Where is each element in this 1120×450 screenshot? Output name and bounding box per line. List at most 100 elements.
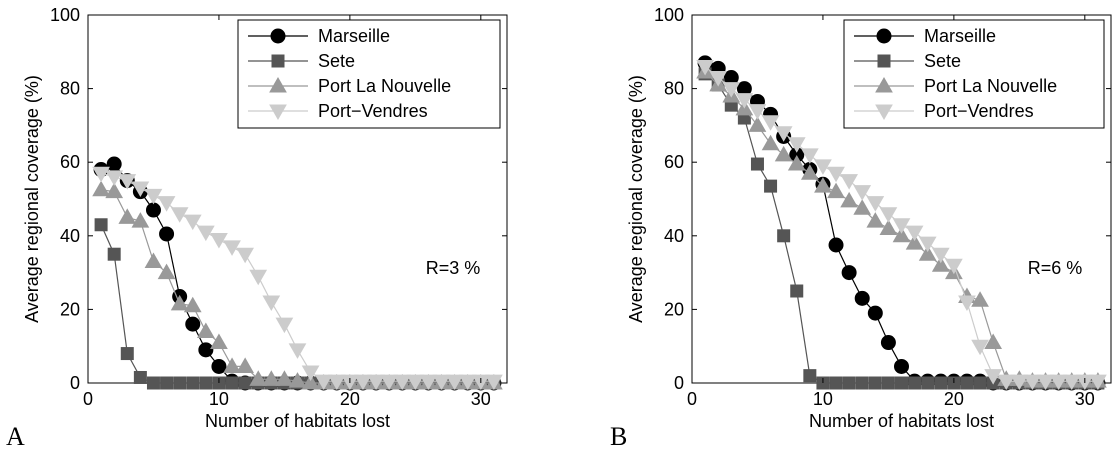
legend-marker xyxy=(875,104,893,121)
data-point xyxy=(105,170,124,186)
data-point xyxy=(840,191,858,208)
legend-marker xyxy=(270,28,286,44)
x-axis-title: Number of habitats lost xyxy=(809,411,994,431)
data-point xyxy=(931,247,950,264)
data-point xyxy=(186,376,200,390)
data-point xyxy=(210,232,228,249)
data-point xyxy=(774,126,793,142)
data-point xyxy=(196,225,215,242)
data-point xyxy=(709,71,728,87)
data-point xyxy=(867,305,883,321)
data-point xyxy=(853,199,872,215)
data-point xyxy=(842,376,856,390)
data-point xyxy=(145,202,161,218)
legend-label: Port La Nouvelle xyxy=(924,76,1057,96)
data-point xyxy=(787,155,806,171)
data-point xyxy=(921,376,935,390)
legend-label: Port−Vendres xyxy=(318,101,428,121)
y-axis-title: Average regional coverage (%) xyxy=(22,75,42,323)
data-point xyxy=(761,115,780,131)
data-point xyxy=(183,296,202,313)
data-point xyxy=(722,82,741,98)
data-point xyxy=(880,335,896,351)
data-point xyxy=(800,148,819,164)
data-point xyxy=(249,269,268,286)
data-point xyxy=(223,240,241,256)
series-port-vendres xyxy=(696,60,1107,391)
data-point xyxy=(118,174,137,190)
data-point xyxy=(262,295,281,312)
data-point xyxy=(787,137,806,153)
data-point xyxy=(918,245,937,261)
data-point xyxy=(238,376,252,390)
data-point xyxy=(827,182,845,199)
x-tick-label: 30 xyxy=(1075,389,1095,409)
data-point xyxy=(183,214,202,231)
data-point xyxy=(841,265,857,281)
data-point xyxy=(761,134,780,151)
y-tick-label: 20 xyxy=(664,299,684,319)
legend-entry: Sete xyxy=(854,51,961,71)
legend-entry: Port La Nouvelle xyxy=(854,76,1057,96)
legend-marker xyxy=(876,28,892,44)
legend-marker xyxy=(875,76,893,93)
data-point xyxy=(94,218,108,232)
data-point xyxy=(814,159,832,175)
data-point xyxy=(971,291,989,307)
legend-label: Port La Nouvelle xyxy=(318,76,451,96)
data-point xyxy=(314,374,333,391)
y-tick-label: 0 xyxy=(70,373,80,393)
data-point xyxy=(445,374,464,391)
legend-label: Sete xyxy=(318,51,355,71)
data-point xyxy=(159,226,175,242)
x-tick-label: 10 xyxy=(813,389,833,409)
data-point xyxy=(750,157,764,171)
data-point xyxy=(892,226,911,243)
data-point xyxy=(288,343,307,359)
data-point xyxy=(173,376,187,390)
chart-panel-a: 0 10 20 30 0 20 40 60 80 100 Number of habitats lo… xyxy=(6,5,508,450)
data-point xyxy=(764,179,778,193)
data-point xyxy=(814,177,832,193)
data-point xyxy=(918,236,937,253)
data-point xyxy=(157,196,176,212)
data-point xyxy=(327,374,346,391)
data-point xyxy=(106,156,122,172)
data-point xyxy=(92,166,110,183)
data-point xyxy=(828,237,844,253)
data-point xyxy=(170,207,189,223)
legend: Marseille Sete Port La Nouvelle Port−Vendre… xyxy=(237,19,501,129)
y-tick-label: 40 xyxy=(664,226,684,246)
y-tick-label: 40 xyxy=(60,226,80,246)
data-point xyxy=(1089,374,1107,391)
legend-entry: Port−Vendres xyxy=(248,101,428,121)
data-point xyxy=(288,372,307,388)
data-point xyxy=(144,188,163,205)
legend-entry: Port−Vendres xyxy=(854,101,1034,121)
data-point xyxy=(853,185,872,201)
data-point xyxy=(92,180,110,197)
legend-marker xyxy=(877,54,891,68)
data-point xyxy=(905,234,924,250)
data-point xyxy=(931,256,950,272)
panel-letter: B xyxy=(610,422,627,450)
panel-letter: A xyxy=(6,422,25,450)
legend-entry: Marseille xyxy=(248,26,390,46)
data-point xyxy=(735,93,754,109)
data-point xyxy=(905,225,924,242)
legend-entry: Port La Nouvelle xyxy=(248,76,451,96)
data-point xyxy=(170,294,189,311)
legend-marker xyxy=(271,54,285,68)
legend-label: Port−Vendres xyxy=(924,101,1034,121)
data-point xyxy=(1049,374,1068,391)
chart-panel-b: 0 10 20 30 0 20 40 60 80 100 Number of habitats lo… xyxy=(610,5,1112,450)
data-point xyxy=(485,374,503,391)
data-point xyxy=(866,196,885,212)
data-point xyxy=(118,208,137,224)
data-point xyxy=(868,376,882,390)
data-point xyxy=(157,263,176,280)
data-point xyxy=(945,258,963,275)
data-point xyxy=(120,347,134,361)
data-point xyxy=(236,247,254,264)
data-point xyxy=(393,374,412,391)
